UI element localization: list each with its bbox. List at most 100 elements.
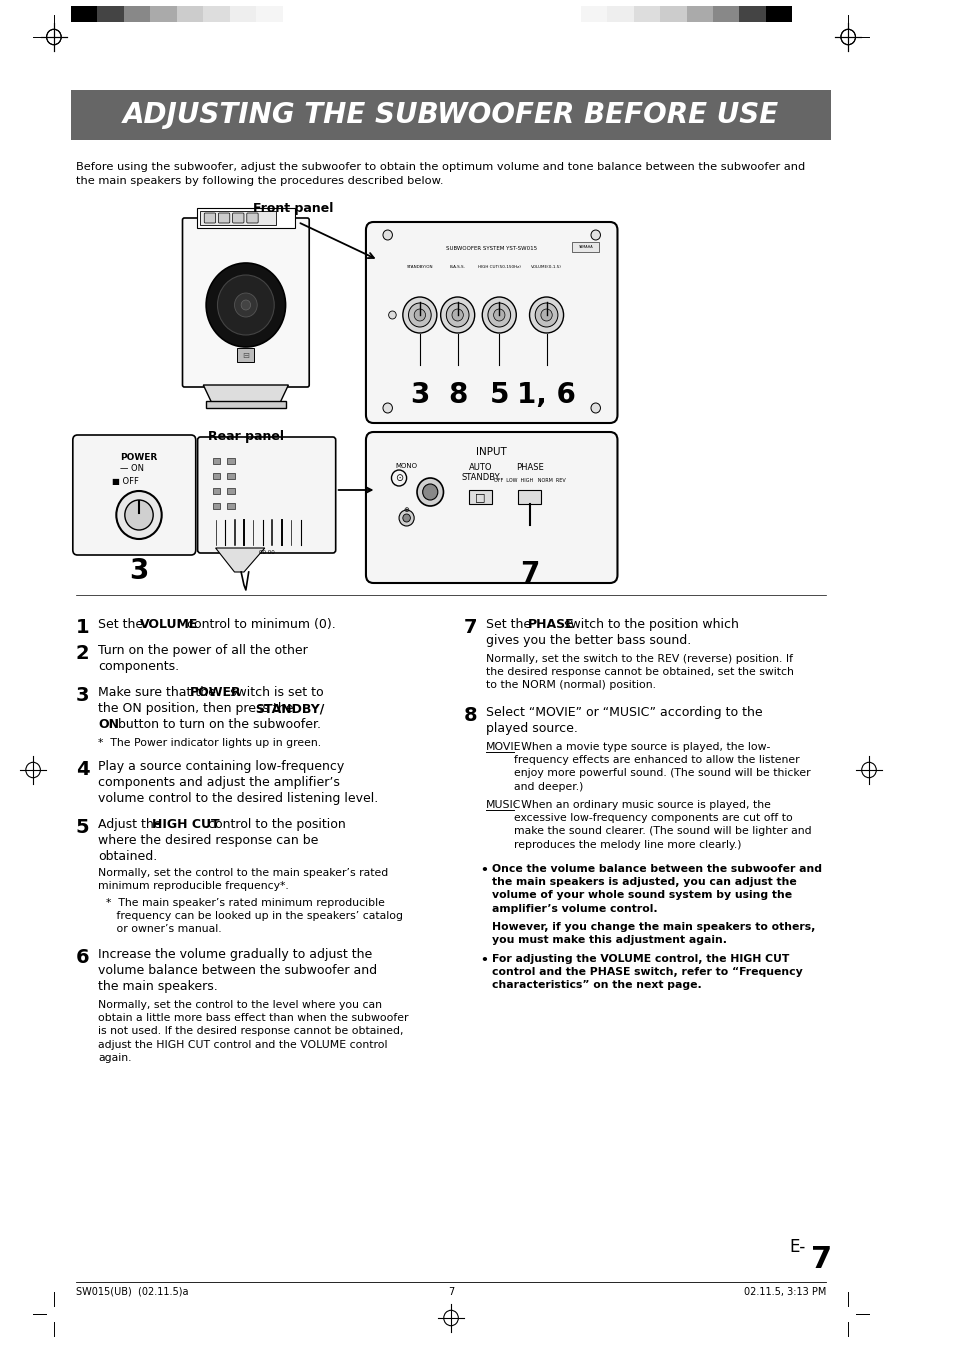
Circle shape [540, 309, 552, 322]
Bar [256, 5, 282, 22]
Text: Set the: Set the [98, 617, 148, 631]
Bar [580, 5, 606, 22]
Bar [203, 5, 230, 22]
Text: ⊙: ⊙ [395, 473, 403, 484]
Text: 7: 7 [463, 617, 476, 638]
Text: MONO: MONO [395, 463, 417, 469]
Circle shape [482, 297, 516, 332]
Text: ON: ON [98, 717, 119, 731]
Polygon shape [203, 385, 288, 405]
Text: Increase the volume gradually to adjust the: Increase the volume gradually to adjust … [98, 948, 373, 961]
Bar [517, 490, 540, 504]
Circle shape [382, 403, 392, 413]
Circle shape [446, 303, 469, 327]
Bar [124, 5, 151, 22]
Text: •: • [480, 865, 488, 877]
Text: Normally, set the control to the level where you can
obtain a little more bass e: Normally, set the control to the level w… [98, 1000, 409, 1063]
Text: the main speakers by following the procedures described below.: the main speakers by following the proce… [75, 176, 443, 186]
Text: HIGH CUT: HIGH CUT [152, 817, 219, 831]
Text: AUTO: AUTO [468, 463, 492, 471]
Circle shape [416, 478, 443, 507]
Circle shape [487, 303, 510, 327]
Bar [213, 473, 220, 480]
Text: Front panel: Front panel [253, 203, 334, 215]
Text: switch is set to: switch is set to [226, 686, 323, 698]
Polygon shape [215, 549, 265, 571]
Text: *  The Power indicator lights up in green.: * The Power indicator lights up in green… [98, 738, 321, 748]
Text: 5: 5 [489, 381, 509, 409]
Text: YAMAHA: YAMAHA [578, 245, 592, 249]
Text: 2: 2 [75, 644, 90, 663]
Text: volume control to the desired listening level.: volume control to the desired listening … [98, 792, 378, 805]
Circle shape [125, 500, 153, 530]
Text: 3: 3 [130, 557, 149, 585]
Text: MUSIC: MUSIC [485, 800, 521, 811]
Text: Select “MOVIE” or “MUSIC” according to the: Select “MOVIE” or “MUSIC” according to t… [485, 707, 761, 719]
FancyBboxPatch shape [72, 435, 195, 555]
Circle shape [402, 297, 436, 332]
FancyBboxPatch shape [366, 432, 617, 584]
Text: ■ OFF: ■ OFF [112, 477, 138, 486]
Circle shape [388, 311, 395, 319]
Text: B.A.S.S.: B.A.S.S. [449, 265, 465, 269]
Bar [739, 5, 765, 22]
Text: components and adjust the amplifier’s: components and adjust the amplifier’s [98, 775, 340, 789]
Text: control to the position: control to the position [204, 817, 346, 831]
FancyBboxPatch shape [197, 436, 335, 553]
Text: Play a source containing low-frequency: Play a source containing low-frequency [98, 761, 344, 773]
Circle shape [414, 309, 425, 322]
Bar [213, 488, 220, 494]
Text: switch to the position which: switch to the position which [559, 617, 738, 631]
Text: control to minimum (0).: control to minimum (0). [183, 617, 335, 631]
Bar [227, 503, 234, 509]
Text: Before using the subwoofer, adjust the subwoofer to obtain the optimum volume an: Before using the subwoofer, adjust the s… [75, 162, 804, 172]
Text: 00 00: 00 00 [258, 550, 274, 555]
Text: 3: 3 [75, 686, 89, 705]
Bar [230, 5, 256, 22]
Bar [71, 5, 97, 22]
Text: □: □ [475, 492, 485, 503]
Text: Normally, set the control to the main speaker’s rated
minimum reproducible frequ: Normally, set the control to the main sp… [98, 867, 388, 892]
Text: •: • [480, 954, 488, 967]
Circle shape [452, 309, 463, 322]
Text: POWER: POWER [190, 686, 241, 698]
Circle shape [422, 484, 437, 500]
Circle shape [398, 509, 414, 526]
Bar [469, 490, 491, 504]
Text: 4: 4 [75, 761, 90, 780]
Bar [237, 349, 254, 362]
Text: 1: 1 [75, 617, 90, 638]
Text: SUBWOOFER SYSTEM YST-SW015: SUBWOOFER SYSTEM YST-SW015 [446, 246, 537, 250]
Bar [572, 242, 598, 253]
Text: For adjusting the VOLUME control, the HIGH CUT
control and the PHASE switch, ref: For adjusting the VOLUME control, the HI… [491, 954, 801, 990]
Circle shape [382, 230, 392, 240]
Text: OFF  LOW  HIGH   NORM  REV: OFF LOW HIGH NORM REV [493, 478, 565, 484]
Text: 1, 6: 1, 6 [517, 381, 576, 409]
Text: ADJUSTING THE SUBWOOFER BEFORE USE: ADJUSTING THE SUBWOOFER BEFORE USE [123, 101, 779, 128]
Bar [71, 91, 830, 141]
FancyBboxPatch shape [247, 213, 258, 223]
Text: VOLUME(0-1.5): VOLUME(0-1.5) [531, 265, 561, 269]
Text: 7: 7 [810, 1246, 832, 1274]
Text: *  The main speaker’s rated minimum reproducible
   frequency can be looked up i: * The main speaker’s rated minimum repro… [106, 898, 402, 935]
Text: Set the: Set the [485, 617, 535, 631]
Circle shape [402, 513, 410, 521]
Circle shape [241, 300, 251, 309]
Bar [686, 5, 712, 22]
Text: the ON position, then press the: the ON position, then press the [98, 703, 297, 715]
Text: gives you the better bass sound.: gives you the better bass sound. [485, 634, 691, 647]
Bar [712, 5, 739, 22]
Text: — ON: — ON [120, 463, 144, 473]
Circle shape [217, 276, 274, 335]
Text: ⊕: ⊕ [403, 507, 409, 513]
Circle shape [116, 490, 161, 539]
Text: played source.: played source. [485, 721, 578, 735]
Text: : When an ordinary music source is played, the
excessive low-frequency component: : When an ordinary music source is playe… [514, 800, 811, 850]
Bar [227, 488, 234, 494]
Circle shape [590, 230, 599, 240]
Text: components.: components. [98, 661, 179, 673]
Text: Adjust the: Adjust the [98, 817, 166, 831]
Bar [200, 211, 275, 226]
Text: E-: E- [789, 1238, 805, 1256]
Text: 5: 5 [75, 817, 90, 838]
